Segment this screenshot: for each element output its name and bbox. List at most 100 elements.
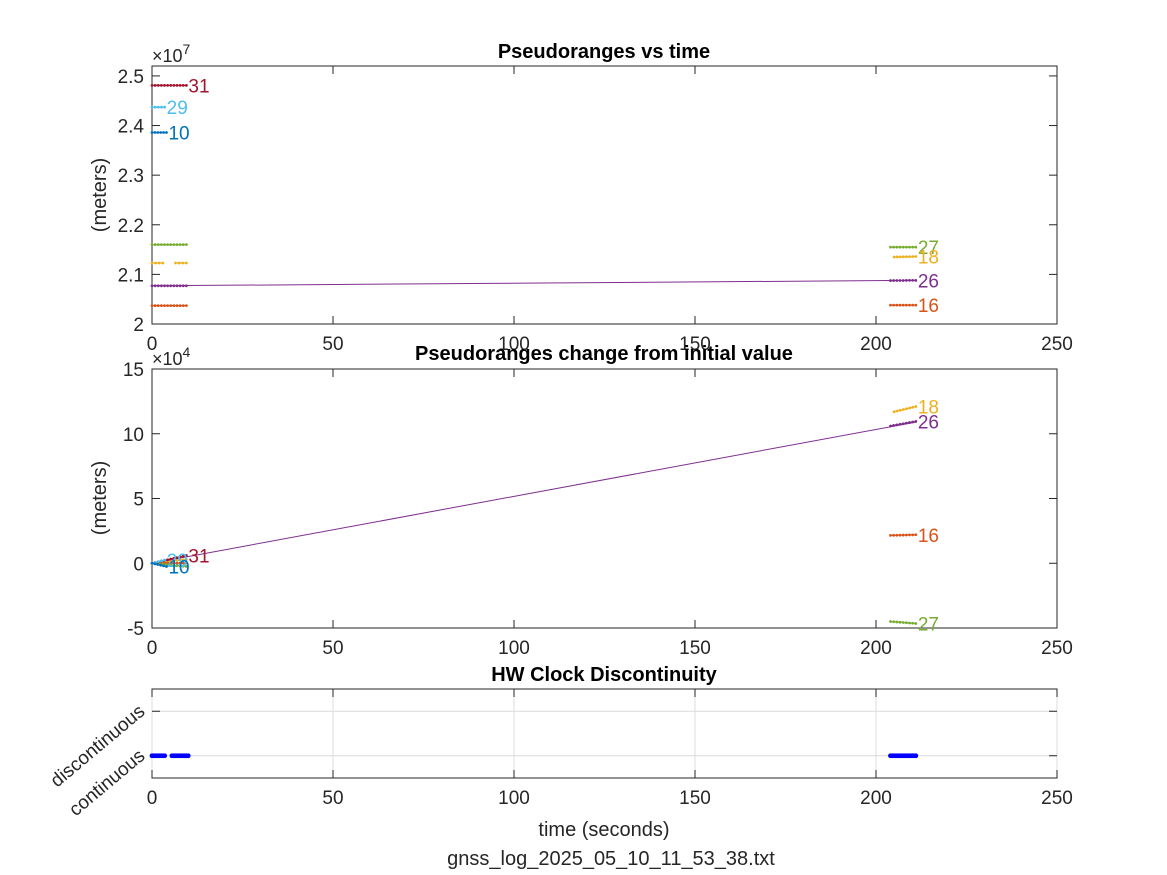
series-18-point [898,255,902,259]
series-26-point [908,421,911,424]
series-26-point [889,279,892,282]
series-26-point [166,284,170,288]
series-10-point [165,565,168,568]
series-26-point [895,279,899,282]
series-label-29: 29 [167,551,188,572]
series-label-26: 26 [918,412,939,433]
series-27-point [898,245,902,249]
plot1-y-tick-label: 2 [133,315,144,336]
series-26-point [153,284,157,288]
series-label-10: 10 [168,557,189,578]
series-26-trend-line [151,421,916,564]
series-16-point [911,303,915,307]
plot2-x-tick-label: 150 [679,638,711,659]
series-16-point [181,561,185,565]
series-16-point [178,561,182,565]
series-10-point [165,131,168,134]
series-31-point [156,83,160,87]
plot1-y-tick-label: 2.1 [118,265,144,286]
plot-pseudoranges-vs-time: Pseudoranges vs time (meters) ×107 0 50 10… [89,41,1073,355]
series-31-point [181,83,185,87]
series-16-point [150,304,154,308]
plot1-x-tick-label: 250 [1041,334,1073,355]
series-26-point [172,284,176,288]
series-27-point [153,243,157,247]
series-31-point [172,83,176,87]
plot3-x-tick-label: 50 [322,788,343,809]
plot1-exp-power: 7 [183,41,191,57]
series-29-point [153,105,157,109]
series-26-point [901,422,905,426]
series-10-point [153,131,157,134]
series-27-point [150,243,154,247]
series-29-point [150,105,154,109]
series-18-point [895,255,899,259]
series-31-point [175,83,179,87]
series-29-point [163,558,167,562]
series-29-point [160,105,163,109]
series-18-point [172,559,176,563]
plot3-x-tick-label: 0 [147,788,158,809]
plot2-y-tick-label: -5 [127,619,144,640]
series-label-16: 16 [918,296,939,317]
series-29-point [156,560,160,564]
series-18-point [181,558,185,562]
series-16-point [904,303,908,307]
series-16-point [184,304,188,308]
plot2-y-exponent: ×104 [152,344,191,369]
plot2-ylabel: (meters) [89,461,111,535]
series-18-point [157,261,161,265]
plot2-x-tick-label: 50 [322,638,343,659]
series-26-point [159,284,163,288]
series-26-point [156,284,160,288]
series-31-point [172,556,176,560]
series-26-point [892,279,896,282]
series-27-point [169,563,173,567]
series-27-point [914,622,918,625]
series-27-point [184,565,188,568]
series-10-point [156,563,160,566]
plot3-xlabel: time (seconds) [538,819,669,841]
series-18-point [892,410,896,414]
series-27-point [175,564,179,568]
plot2-y-tick-label: 0 [133,554,144,575]
series-label-27: 27 [918,238,939,259]
series-16-point [169,304,173,308]
series-27-point [181,243,185,247]
series-27-point [911,245,915,249]
series-26-point [911,420,915,424]
series-26-point [892,424,896,427]
series-27-point [892,620,896,624]
series-16-point [892,303,896,307]
series-29-point [156,105,160,109]
series-16-point [172,561,176,565]
series-26-point [914,278,918,282]
plot1-y-tick-label: 2.5 [118,67,144,88]
series-18-point [905,407,908,411]
series-26-point [889,424,892,428]
series-label-18: 18 [918,248,939,269]
series-label-29: 29 [167,98,188,119]
clock-status-point [913,753,919,759]
series-10-point [159,131,163,134]
series-31-point [184,554,188,557]
series-26-point [184,284,188,288]
series-16-point [911,533,915,537]
series-29-point [160,559,163,563]
series-16-point [898,533,902,537]
series-10-point [156,131,160,134]
plot1-x-tick-label: 50 [322,334,343,355]
series-26-point [898,422,902,426]
series-10-point [153,562,157,566]
series-16-point [175,561,179,565]
series-27-point [898,620,902,624]
series-16-point [159,304,163,308]
series-16-point [901,303,905,307]
series-31-point [159,83,163,87]
series-label-18: 18 [918,398,939,419]
plot2-exp-power: 4 [183,344,191,360]
plot1-x-tick-label: 100 [498,334,530,355]
series-18-point [177,261,181,265]
series-label-31: 31 [188,76,209,97]
